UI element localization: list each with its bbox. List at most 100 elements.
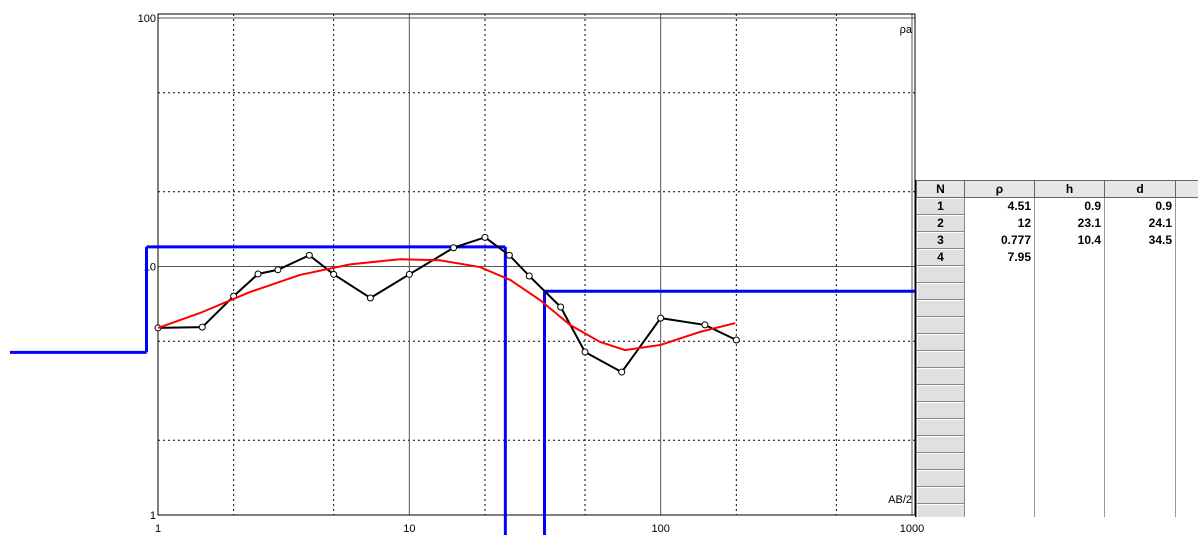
table-row [916,333,1198,351]
layer-table: NρhdAlt14.510.90.9-0.94821223.124.1-24.0… [915,180,1198,517]
table-row [916,282,1198,300]
table-cell [1034,384,1105,402]
row-header: 1 [916,197,965,215]
table-row [916,401,1198,419]
table-cell [1175,401,1198,419]
table-cell: 4.51 [964,197,1035,215]
data-point [330,270,338,278]
table-cell [964,435,1035,453]
table-cell: 12 [964,214,1035,232]
table-cell [1034,316,1105,334]
table-cell [964,316,1035,334]
x-tick-label: 10 [403,523,415,535]
table-row [916,418,1198,436]
data-point [274,266,282,274]
table-cell [1034,265,1105,283]
y-tick-label: 1 [150,510,156,522]
series-line [157,258,736,352]
table-cell: 7.95 [964,248,1035,266]
table-row: 14.510.90.9-0.948 [916,197,1198,215]
table-row [916,265,1198,283]
table-cell [1175,248,1198,266]
table-cell [1175,333,1198,351]
table-cell [1175,316,1198,334]
table-cell [1104,350,1176,368]
data-point [450,244,458,252]
table-cell [1034,333,1105,351]
table-cell: 10.4 [1034,231,1105,249]
table-cell [964,418,1035,436]
data-point [254,270,262,278]
table-cell [1175,265,1198,283]
column-header: ρ [964,180,1035,198]
data-point [732,336,740,344]
table-cell [1104,282,1176,300]
table-cell [1175,350,1198,368]
table-cell [1175,503,1198,517]
table: NρhdAlt14.510.90.9-0.94821223.124.1-24.0… [916,180,1198,517]
table-cell [1104,469,1176,487]
table-row: 4 7.95 [916,248,1198,266]
row-header [916,384,965,402]
model-line [10,245,915,535]
table-cell [1034,486,1105,504]
data-point [481,233,489,241]
table-row [916,452,1198,470]
table-cell [1034,503,1105,517]
row-header: 3 [916,231,965,249]
table-cell [1175,452,1198,470]
row-header [916,452,965,470]
table-cell [964,282,1035,300]
row-header [916,469,965,487]
table-row [916,503,1198,517]
data-point [701,321,709,329]
table-cell: 34.5 [1104,231,1176,249]
table-cell [964,299,1035,317]
table-cell [1034,282,1105,300]
data-point [657,314,665,322]
table-cell [1104,486,1176,504]
table-row [916,316,1198,334]
plot-frame [157,13,916,516]
table-cell [1104,452,1176,470]
table-cell [964,486,1035,504]
row-header [916,299,965,317]
table-cell [964,452,1035,470]
table-cell: 24.1 [1104,214,1176,232]
table-cell: -0.948 [1175,197,1198,215]
x-axis-label: AB/2 [888,494,912,506]
table-cell [1175,418,1198,436]
series-line [157,236,737,374]
row-header [916,316,965,334]
table-cell: 23.1 [1034,214,1105,232]
table-cell [964,333,1035,351]
column-header: d [1104,180,1176,198]
row-header [916,350,965,368]
data-point [198,323,206,331]
table-cell [964,401,1035,419]
table-cell [1175,435,1198,453]
row-header [916,418,965,436]
table-cell [1034,367,1105,385]
table-cell [1034,418,1105,436]
x-tick-label: 1 [155,523,161,535]
row-header [916,282,965,300]
table-cell [1104,401,1176,419]
table-cell: 0.9 [1034,197,1105,215]
table-cell: -24.09 [1175,214,1198,232]
table-cell [1034,401,1105,419]
table-cell [1034,248,1105,266]
table-cell [1175,469,1198,487]
table-cell [1104,333,1176,351]
row-header [916,503,965,517]
row-header [916,401,965,419]
data-point [618,368,626,376]
table-cell [1104,367,1176,385]
table-cell [1104,299,1176,317]
table-cell [1034,469,1105,487]
table-cell [964,384,1035,402]
data-point [366,294,374,302]
table-cell [1175,486,1198,504]
